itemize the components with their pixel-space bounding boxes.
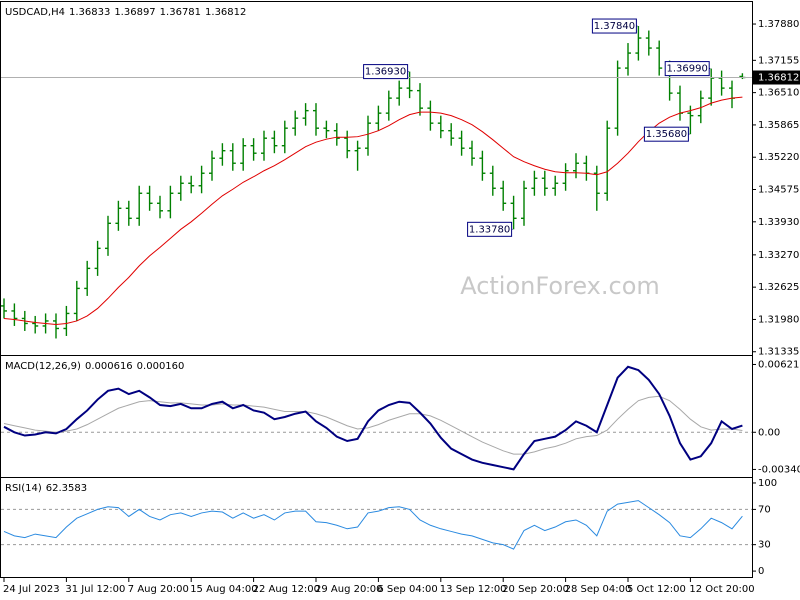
x-tick-label: 15 Aug 04:00 [190,584,257,595]
y-tick-label: 0 [758,566,764,577]
x-tick-label: 5 Oct 12:00 [627,584,686,595]
indicator-line [3,395,743,455]
panel-header: MACD(12,26,9) 0.000616 0.000160 [5,361,184,372]
y-tick-label: 1.32625 [758,282,799,293]
readout-value: 62.3583 [46,483,87,494]
readout-value: 1.36781 [160,7,201,18]
y-tick-label: 1.31980 [758,314,799,325]
watermark: ActionForex.com [460,272,660,300]
current-price-label: 1.36812 [758,73,799,84]
y-tick-label: 1.34575 [758,185,799,196]
annotation-box [591,18,637,34]
annotation-box [664,61,710,77]
y-tick-label: 30 [758,540,771,551]
panel-title: MACD(12,26,9) [5,361,81,372]
annotation-box [467,221,513,237]
x-tick-label: 28 Sep 04:00 [565,584,632,595]
panel-title: USDCAD,H4 [5,7,65,18]
y-tick-label: 70 [758,504,771,515]
x-tick-label: 22 Aug 12:00 [253,584,320,595]
readout-value: 0.000616 [85,361,133,372]
readout-value: 1.36812 [205,7,246,18]
readout-value: 1.36833 [69,7,110,18]
annotation-label: 1.36930 [365,67,406,78]
panel-frame [0,477,753,578]
y-tick-label: 0.00 [758,427,780,438]
annotation-box [643,126,689,142]
x-tick-label: 31 Jul 12:00 [65,584,125,595]
indicator-line [3,365,743,471]
moving-average [3,96,743,325]
x-tick-label: 24 Jul 2023 [3,584,60,595]
annotation-label: 1.33780 [469,224,510,235]
annotation-label: 1.35680 [646,129,687,140]
y-tick-label: 1.35220 [758,152,799,163]
panel-header: RSI(14) 62.3583 [5,483,87,494]
y-tick-label: 0.006216 [758,359,800,370]
readout-value: 0.000160 [137,361,185,372]
y-tick-label: 1.37880 [758,19,799,30]
x-tick-label: 6 Sep 04:00 [377,584,437,595]
y-tick-label: 1.33270 [758,250,799,261]
panel-header: USDCAD,H4 1.36833 1.36897 1.36781 1.36812 [5,7,246,18]
annotation-label: 1.36990 [667,64,708,75]
x-tick-label: 12 Oct 20:00 [689,584,754,595]
y-tick-label: 1.36510 [758,88,799,99]
y-tick-label: 1.35865 [758,120,799,131]
x-tick-label: 7 Aug 20:00 [128,584,189,595]
x-tick-label: 29 Aug 20:00 [315,584,382,595]
annotation-label: 1.37840 [594,21,635,32]
panel-title: RSI(14) [5,483,42,494]
readout-value: 1.36897 [114,7,155,18]
indicator-line [3,500,743,550]
x-tick-label: 20 Sep 20:00 [502,584,569,595]
x-tick-label: 13 Sep 12:00 [440,584,507,595]
y-tick-label: 1.33930 [758,217,799,228]
y-tick-label: -0.003407 [758,464,800,475]
current-price-box [753,70,800,85]
y-tick-label: 100 [758,478,777,489]
annotation-box [363,64,409,80]
y-tick-label: 1.31335 [758,347,799,358]
y-tick-label: 1.37155 [758,55,799,66]
